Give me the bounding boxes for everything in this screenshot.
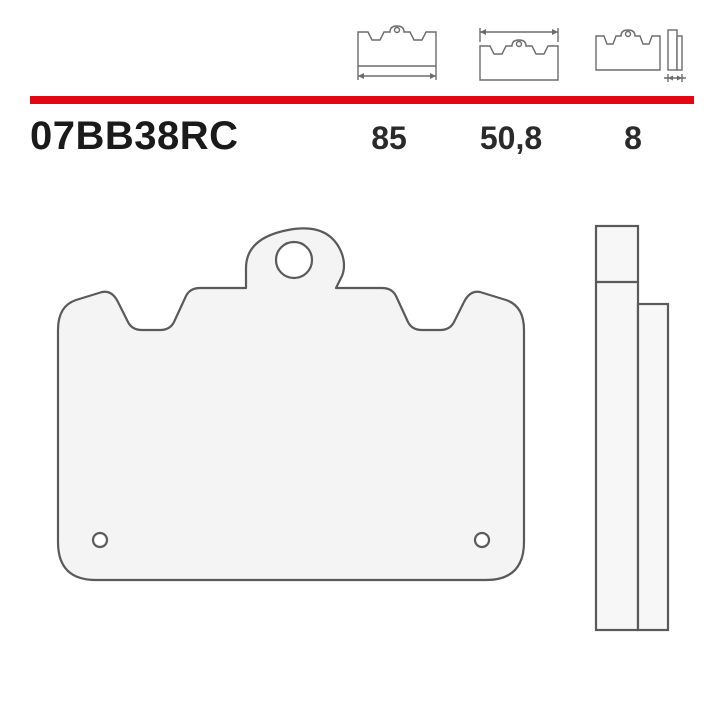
spec-sheet: 07BB38RC 85 50,8 8 (0, 0, 724, 724)
front-view (58, 228, 524, 580)
dim-height: 50,8 (450, 120, 572, 157)
dim-thickness: 8 (572, 120, 694, 157)
thickness-dimension-icon (588, 22, 694, 88)
dim-width: 85 (328, 120, 450, 157)
side-view (596, 226, 668, 630)
width-dimension-icon (344, 22, 450, 88)
red-divider (30, 96, 694, 104)
technical-drawing (30, 210, 694, 694)
dimension-icons-row (340, 22, 694, 88)
spec-row: 07BB38RC 85 50,8 8 (30, 114, 694, 159)
part-number: 07BB38RC (30, 114, 239, 159)
dimensions: 85 50,8 8 (239, 120, 694, 157)
height-dimension-icon (466, 22, 572, 88)
